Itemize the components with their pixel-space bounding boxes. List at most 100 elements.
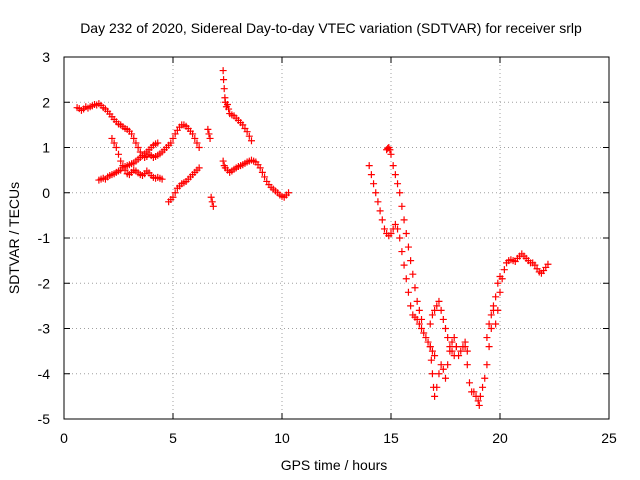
data-point xyxy=(245,132,253,140)
data-point xyxy=(492,320,500,328)
data-point xyxy=(444,361,452,369)
data-point xyxy=(370,180,378,188)
x-tick-label: 15 xyxy=(383,430,399,446)
data-point xyxy=(442,374,449,382)
data-point xyxy=(195,164,203,172)
data-point xyxy=(415,306,423,314)
data-point xyxy=(169,193,177,201)
data-point xyxy=(189,130,197,138)
data-point xyxy=(428,370,436,378)
data-point xyxy=(285,189,293,197)
data-point xyxy=(112,144,120,151)
data-point xyxy=(396,189,404,197)
data-point xyxy=(394,225,402,233)
data-point xyxy=(427,356,435,364)
data-point xyxy=(431,306,439,314)
data-point xyxy=(446,343,454,351)
data-point xyxy=(413,297,421,305)
plot-frame xyxy=(63,56,610,420)
data-point xyxy=(256,164,264,172)
data-point xyxy=(444,334,452,342)
data-point xyxy=(205,130,213,138)
data-point xyxy=(411,284,419,292)
data-point xyxy=(492,293,500,301)
data-point xyxy=(167,139,175,147)
data-point xyxy=(130,134,138,142)
data-point xyxy=(209,202,217,210)
data-point xyxy=(204,125,212,133)
data-point xyxy=(132,139,140,147)
data-point xyxy=(465,379,473,387)
data-point xyxy=(487,325,495,332)
data-point xyxy=(442,325,449,332)
data-point xyxy=(220,85,228,93)
data-point xyxy=(428,347,436,355)
data-point xyxy=(219,67,227,75)
data-point xyxy=(496,288,504,296)
y-tick-label: -4 xyxy=(38,366,51,382)
data-point xyxy=(470,388,478,396)
data-point xyxy=(121,166,129,174)
data-point xyxy=(208,198,216,206)
data-point xyxy=(531,261,539,269)
data-point xyxy=(500,266,508,274)
data-point xyxy=(426,343,434,351)
x-tick-label: 5 xyxy=(169,430,177,446)
data-point xyxy=(407,302,415,310)
data-point xyxy=(450,334,458,342)
data-point xyxy=(391,171,399,179)
data-point xyxy=(191,134,199,142)
data-point xyxy=(372,189,380,197)
y-tick-label: 1 xyxy=(42,140,50,156)
data-point xyxy=(483,361,491,369)
data-point xyxy=(439,315,447,323)
y-tick-label: 0 xyxy=(42,185,50,201)
data-point xyxy=(426,320,434,328)
data-point xyxy=(171,189,179,197)
data-point xyxy=(494,279,502,287)
x-tick-label: 0 xyxy=(60,430,68,446)
data-point xyxy=(483,334,491,342)
data-point xyxy=(498,275,506,283)
y-tick-label: 2 xyxy=(42,94,50,110)
data-point xyxy=(450,352,458,360)
data-point xyxy=(158,175,166,183)
y-tick-label: -2 xyxy=(38,275,51,291)
data-point xyxy=(463,347,471,355)
data-point xyxy=(374,198,382,206)
data-point xyxy=(418,325,426,332)
y-tick-label: -5 xyxy=(38,411,51,427)
data-point xyxy=(407,257,415,265)
data-point xyxy=(479,383,487,391)
data-point xyxy=(400,216,408,224)
data-point xyxy=(409,270,417,278)
data-point xyxy=(457,347,465,355)
data-point xyxy=(431,352,439,360)
data-point xyxy=(365,162,373,170)
data-markers xyxy=(73,67,552,409)
data-point xyxy=(119,162,127,170)
data-point xyxy=(394,180,402,188)
data-point xyxy=(404,288,412,296)
data-point xyxy=(391,220,399,228)
data-point xyxy=(243,128,251,136)
y-tick-label: -3 xyxy=(38,321,51,337)
data-point xyxy=(239,121,247,129)
data-point xyxy=(261,173,269,181)
x-tick-label: 25 xyxy=(601,430,617,446)
data-point xyxy=(494,306,502,314)
y-tick-label: -1 xyxy=(38,230,51,246)
data-point xyxy=(485,320,493,328)
grid xyxy=(64,57,609,419)
data-point xyxy=(476,392,484,400)
data-point xyxy=(206,134,214,142)
data-point xyxy=(380,225,388,233)
data-point xyxy=(193,139,201,147)
data-point xyxy=(435,370,443,378)
x-tick-label: 10 xyxy=(274,430,290,446)
data-point xyxy=(207,193,215,201)
data-point xyxy=(461,343,469,351)
data-point xyxy=(258,168,266,176)
y-axis-label: SDTVAR / TECUs xyxy=(6,182,22,294)
